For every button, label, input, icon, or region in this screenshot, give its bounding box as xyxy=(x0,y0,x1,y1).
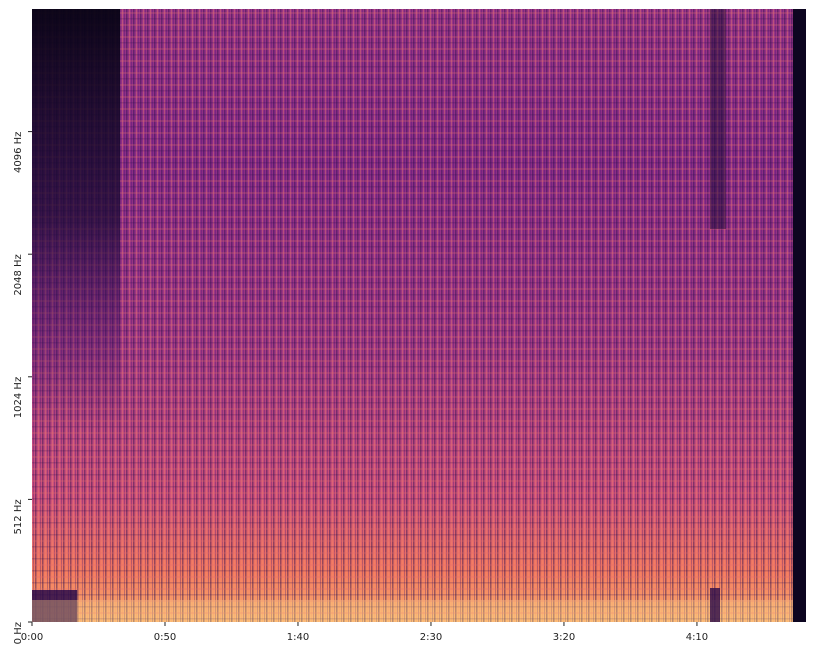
x-tick-label: 2:30 xyxy=(420,632,442,643)
y-tick-label: 2048 Hz xyxy=(13,254,24,295)
x-tick-label: 0:00 xyxy=(21,632,43,643)
x-tick-label: 1:40 xyxy=(287,632,309,643)
spectrogram-image xyxy=(32,9,806,622)
y-tick-label: 1024 Hz xyxy=(13,377,24,418)
x-tick-label: 4:10 xyxy=(686,632,708,643)
y-tick-label: 0 Hz xyxy=(13,622,24,644)
x-tick-label: 3:20 xyxy=(553,632,575,643)
y-tick-label: 512 Hz xyxy=(13,499,24,534)
y-tick-label: 4096 Hz xyxy=(13,132,24,173)
x-tick-label: 0:50 xyxy=(154,632,176,643)
